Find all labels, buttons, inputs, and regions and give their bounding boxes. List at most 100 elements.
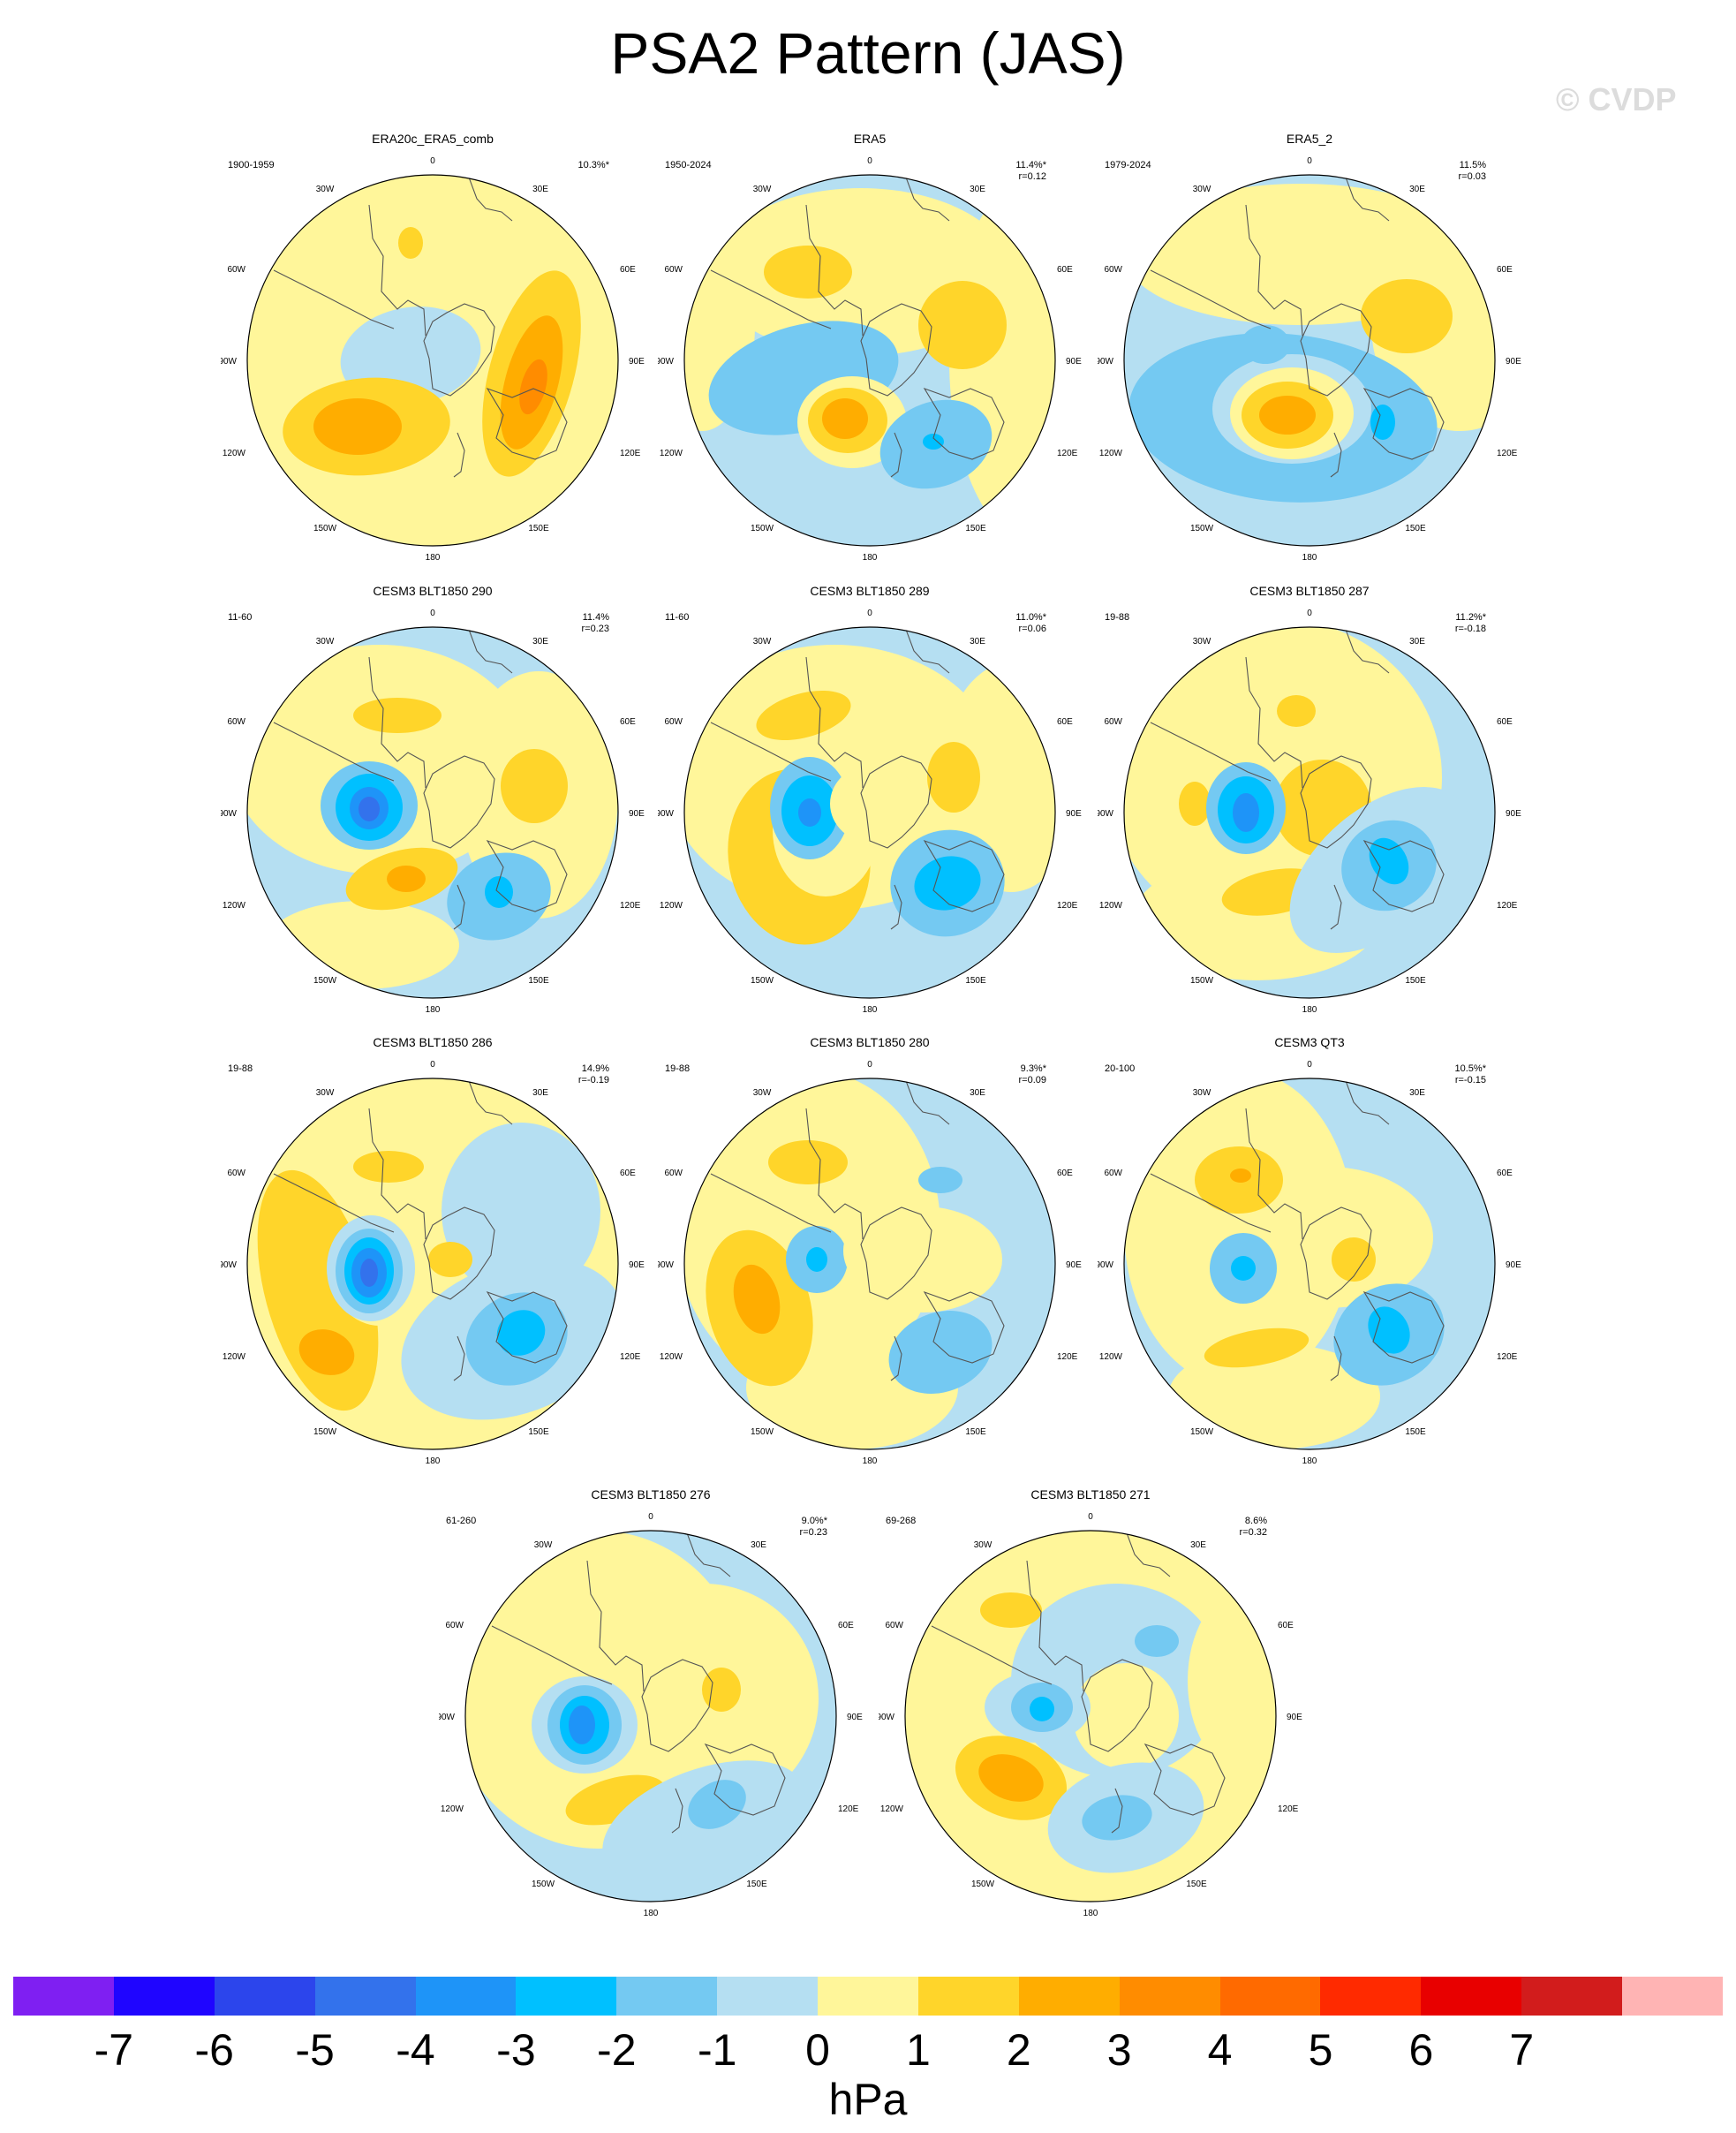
lon-label-bottom: 180 — [863, 1005, 878, 1015]
coastline — [710, 722, 832, 782]
map-boundary — [683, 174, 1056, 547]
colorbar-swatch — [1421, 1977, 1522, 2016]
lon-label-bottom: 180 — [1302, 1456, 1317, 1466]
anomaly-contour — [1368, 1306, 1410, 1354]
colorbar-swatch — [415, 1977, 517, 2016]
map-panel: CESM3 BLT1850 276 61-260 9.0%* r=0.23 0 30E 60… — [439, 1479, 863, 1921]
coastline — [1150, 1173, 1272, 1233]
polar-map: ERA5 1950-2024 11.4%*r=0.12 0 30E 60E 90E 120E 1… — [658, 132, 1082, 563]
lon-label-bottom: 180 — [1302, 1005, 1317, 1015]
lon-label-r150: 150E — [528, 1427, 549, 1437]
lon-label-l60: 60W — [1104, 1169, 1122, 1178]
lon-label-r120: 120E — [1057, 1352, 1078, 1362]
lon-label-r150: 150E — [965, 976, 986, 986]
variance-label: 11.2%* — [1455, 612, 1486, 623]
map-panel: CESM3 BLT1850 290 11-60 11.4% r=0.23 0 30E 60E… — [221, 576, 645, 1017]
anomaly-contour — [1030, 1697, 1054, 1721]
coastline — [685, 1531, 731, 1577]
lon-label-l30: 30W — [316, 637, 335, 647]
lon-label-r30: 30E — [970, 637, 985, 647]
anomaly-contour — [830, 764, 918, 843]
period-label: 11-60 — [665, 612, 689, 623]
lon-label-r120: 120E — [1057, 449, 1078, 458]
coastline — [486, 839, 568, 912]
anomaly-contour — [1369, 837, 1409, 885]
colorbar-swatch — [616, 1977, 718, 2016]
coastline — [805, 656, 864, 789]
anomaly-contour — [806, 1247, 827, 1272]
panel-title: CESM3 BLT1850 271 — [1030, 1487, 1150, 1501]
lon-label-r120: 120E — [1278, 1804, 1299, 1814]
lon-label-l60: 60W — [664, 1169, 683, 1178]
lon-label-l90: 90W — [221, 357, 238, 367]
coastline — [368, 1108, 426, 1240]
lon-label-l150: 150W — [971, 1880, 995, 1889]
coastline — [586, 1560, 645, 1692]
coastline — [860, 303, 932, 397]
lon-label-r60: 60E — [838, 1621, 854, 1630]
colorbar-swatch — [214, 1977, 315, 2016]
lon-label-top: 0 — [648, 1512, 653, 1522]
lon-label-l30: 30W — [753, 185, 772, 194]
coastline — [1344, 1078, 1390, 1125]
lon-label-bottom: 180 — [863, 553, 878, 563]
lon-label-l60: 60W — [227, 717, 245, 727]
panel-title: CESM3 QT3 — [1274, 1035, 1345, 1049]
lon-label-l90: 90W — [1098, 809, 1114, 819]
correlation-label: r=0.03 — [1459, 171, 1487, 182]
colorbar-tick: -3 — [496, 2025, 536, 2075]
lon-label-top: 0 — [430, 1060, 435, 1070]
map-panel: CESM3 BLT1850 287 19-88 11.2%* r=-0.18 0 30E 6… — [1098, 576, 1521, 1017]
coastline — [273, 269, 395, 329]
lon-label-top: 0 — [1088, 1512, 1093, 1522]
coastline — [805, 1108, 864, 1240]
coastline — [931, 1625, 1053, 1685]
lon-label-r30: 30E — [1409, 185, 1425, 194]
colorbar-tick: -4 — [396, 2025, 435, 2075]
correlation-label: r=0.32 — [1240, 1527, 1268, 1538]
coastline — [1026, 1560, 1084, 1692]
correlation-label: r=-0.18 — [1455, 624, 1486, 634]
lon-label-l120: 120W — [1099, 449, 1123, 458]
coastline — [671, 1788, 683, 1834]
lon-label-r90: 90E — [847, 1713, 863, 1722]
lon-label-l120: 120W — [441, 1804, 464, 1814]
variance-label: 11.0%* — [1015, 612, 1046, 623]
lon-label-r60: 60E — [1057, 1169, 1073, 1178]
map-boundary — [246, 626, 619, 999]
lon-label-l90: 90W — [879, 1713, 895, 1722]
lon-label-r90: 90E — [1066, 357, 1082, 367]
lon-label-r30: 30E — [532, 1088, 548, 1098]
lon-label-top: 0 — [1307, 609, 1312, 618]
panel-title: CESM3 BLT1850 289 — [810, 584, 929, 598]
map-boundary — [904, 1530, 1277, 1902]
lon-label-l150: 150W — [532, 1880, 555, 1889]
lon-label-l150: 150W — [313, 1427, 337, 1437]
lon-label-r90: 90E — [1506, 1260, 1521, 1270]
period-label: 1979-2024 — [1105, 160, 1151, 170]
lon-label-l30: 30W — [1193, 185, 1211, 194]
panel-title: CESM3 BLT1850 290 — [373, 584, 492, 598]
lon-label-bottom: 180 — [863, 1456, 878, 1466]
lon-label-l30: 30W — [1193, 637, 1211, 647]
lon-label-r150: 150E — [1405, 524, 1426, 533]
coastline — [1330, 1335, 1342, 1381]
panel-title: CESM3 BLT1850 276 — [591, 1487, 710, 1501]
variance-label: 11.5% — [1460, 160, 1487, 170]
coastline — [1362, 387, 1445, 460]
colorbar-swatch — [1119, 1977, 1220, 2016]
panel-title: CESM3 BLT1850 286 — [373, 1035, 492, 1049]
lon-label-r30: 30E — [1190, 1540, 1206, 1550]
map-panel: CESM3 BLT1850 286 19-88 14.9% r=-0.19 0 30E 60… — [221, 1027, 645, 1469]
anomaly-contour — [298, 1329, 355, 1375]
colorbar-unit: hPa — [828, 2075, 908, 2124]
coastline — [423, 1206, 495, 1300]
coastline — [491, 1625, 613, 1685]
lon-label-top: 0 — [430, 609, 435, 618]
anomaly-contour — [360, 1259, 378, 1287]
colorbar-swatch — [1320, 1977, 1422, 2016]
lon-label-l120: 120W — [223, 1352, 246, 1362]
colorbar-tick: -2 — [597, 2025, 637, 2075]
anomaly-contour — [1135, 1625, 1179, 1657]
lon-label-l60: 60W — [1104, 265, 1122, 275]
